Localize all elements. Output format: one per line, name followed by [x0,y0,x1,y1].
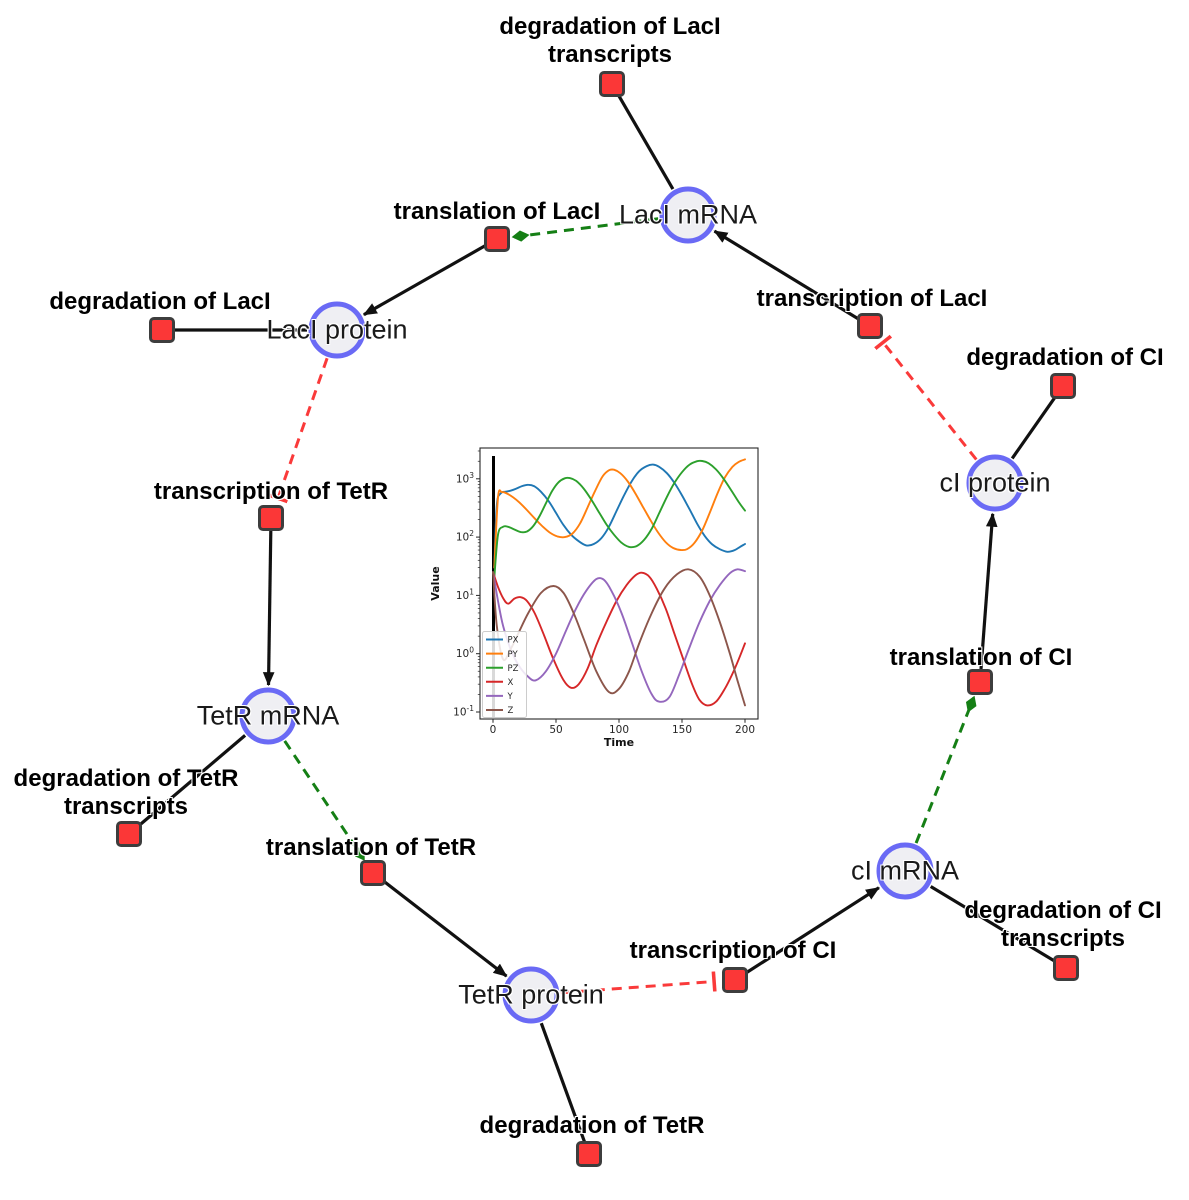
species-node-tetr-protein[interactable] [502,966,560,1024]
edge-consumption-ci-mrna-to-degradation-of-ci-transcripts [929,885,1056,963]
x-tick-label: 200 [735,724,755,736]
x-axis-label: Time [604,736,634,749]
reaction-label-line: translation of TetR [265,834,477,861]
reaction-label-line: degradation of LacI [49,288,271,315]
reaction-node-translation-of-laci[interactable] [484,226,510,252]
reaction-node-transcription-of-laci[interactable] [857,313,883,339]
reaction-label-line: degradation of LacI [499,13,721,40]
reaction-label-line: translation of CI [889,644,1073,671]
edge-production-translation-of-ci-to-ci-protein [979,512,998,670]
reaction-label-translation-of-laci: translation of LacI [394,198,601,226]
plot-legend: PX PY PZ XYZ [482,631,527,718]
x-tick-label: 50 [549,724,562,736]
edge-inhibition-ci-protein-to-transcription-of-laci [874,334,978,461]
edge-production-transcription-of-laci-to-laci-mrna [713,229,860,321]
reaction-label-line: transcription of LacI [756,285,988,312]
legend-label-PZ: PZ [508,664,519,674]
reaction-node-degradation-of-tetr[interactable] [576,1141,602,1167]
reaction-label-degradation-of-tetr: degradation of TetR [480,1112,705,1140]
edge-modifier-laci-mrna-to-translation-of-laci [511,217,659,242]
edge-production-translation-of-laci-to-laci-protein [362,244,487,317]
series-curve-PX [493,463,746,569]
legend-label-Y: Y [507,692,514,702]
reaction-node-degradation-of-tetr-transcripts[interactable] [116,821,142,847]
legend-label-X: X [508,678,514,688]
reaction-node-degradation-of-laci-transcripts[interactable] [599,71,625,97]
reaction-node-degradation-of-ci[interactable] [1050,373,1076,399]
reaction-node-degradation-of-laci[interactable] [149,317,175,343]
series-curve-PZ [493,459,746,579]
species-label-ci-protein: cI protein [939,467,1051,498]
x-tick-label: 150 [672,724,692,736]
series-curve-PY [493,458,746,569]
legend-box [482,631,527,718]
x-tick-label: 100 [609,724,629,736]
reaction-label-line: transcripts [547,41,673,68]
edge-production-transcription-of-ci-to-ci-mrna [745,886,880,975]
reaction-label-line: degradation of TetR [479,1112,705,1139]
species-node-tetr-mrna[interactable] [239,687,297,745]
edge-production-transcription-of-tetr-to-tetr-mrna [262,530,275,687]
edge-consumption-ci-protein-to-degradation-of-ci [1010,395,1057,460]
edge-production-translation-of-tetr-to-tetr-protein [382,879,508,978]
reaction-label-line: transcripts [63,793,189,820]
reaction-label-degradation-of-tetr-transcripts: degradation of TetR transcripts [14,765,239,821]
species-label-ci-mrna: cI mRNA [851,855,959,886]
axes-box [479,447,759,720]
reaction-node-translation-of-tetr[interactable] [360,860,386,886]
edge-inhibition-tetr-protein-to-transcription-of-ci [560,971,717,995]
reaction-label-transcription-of-tetr: transcription of TetR [154,478,388,506]
y-tick-label: 101 [456,587,474,602]
species-label-tetr-mrna: TetR mRNA [196,700,340,731]
y-tick-label: 102 [456,529,474,544]
reaction-label-degradation-of-laci-transcripts: degradation of LacI transcripts [499,13,720,69]
reaction-label-transcription-of-ci: transcription of CI [630,937,837,965]
reaction-label-degradation-of-ci-transcripts: degradation of CI transcripts [964,897,1161,953]
y-tick-label: 100 [456,646,474,661]
reaction-node-degradation-of-ci-transcripts[interactable] [1053,955,1079,981]
reaction-label-line: degradation of CI [964,897,1162,924]
edge-consumption-tetr-protein-to-degradation-of-tetr [539,1022,587,1143]
legend-label-PY: PY [508,650,519,660]
legend-label-Z: Z [508,706,514,716]
species-node-laci-mrna[interactable] [659,186,717,244]
reaction-label-degradation-of-laci: degradation of LacI [49,288,270,316]
reaction-label-degradation-of-ci: degradation of CI [966,344,1163,372]
species-node-ci-protein[interactable] [966,454,1024,512]
species-node-ci-mrna[interactable] [876,842,934,900]
edge-modifier-ci-mrna-to-translation-of-ci [914,695,977,844]
reaction-label-line: transcription of TetR [153,478,389,505]
y-tick-label: 103 [456,471,474,486]
reaction-label-transcription-of-laci: transcription of LacI [757,285,988,313]
reaction-node-transcription-of-tetr[interactable] [258,505,284,531]
species-node-laci-protein[interactable] [308,301,366,359]
reaction-label-translation-of-tetr: translation of TetR [266,834,476,862]
edge-inhibition-laci-protein-to-transcription-of-tetr [267,357,329,504]
y-axis-label: Value [429,566,442,600]
reaction-label-line: transcription of CI [629,937,837,964]
reaction-label-line: degradation of CI [966,344,1164,371]
y-tick-label: 10-1 [453,704,474,719]
edge-consumption-tetr-mrna-to-degradation-of-tetr-transcripts [137,734,247,827]
x-tick-label: 0 [490,724,497,736]
reaction-label-translation-of-ci: translation of CI [890,644,1073,672]
reaction-label-line: degradation of TetR [13,765,239,792]
species-label-laci-protein: LacI protein [266,314,408,345]
reaction-node-translation-of-ci[interactable] [967,669,993,695]
legend-label-PX: PX [508,636,519,646]
edge-consumption-laci-mrna-to-degradation-of-laci-transcripts [617,94,675,190]
species-label-laci-mrna: LacI mRNA [618,199,758,230]
reaction-label-line: transcripts [1000,925,1126,952]
edge-modifier-tetr-mrna-to-translation-of-tetr [283,740,365,861]
species-label-tetr-protein: TetR protein [458,979,604,1010]
reaction-node-transcription-of-ci[interactable] [722,967,748,993]
plot-background [425,435,775,765]
reaction-label-line: translation of LacI [393,198,601,225]
